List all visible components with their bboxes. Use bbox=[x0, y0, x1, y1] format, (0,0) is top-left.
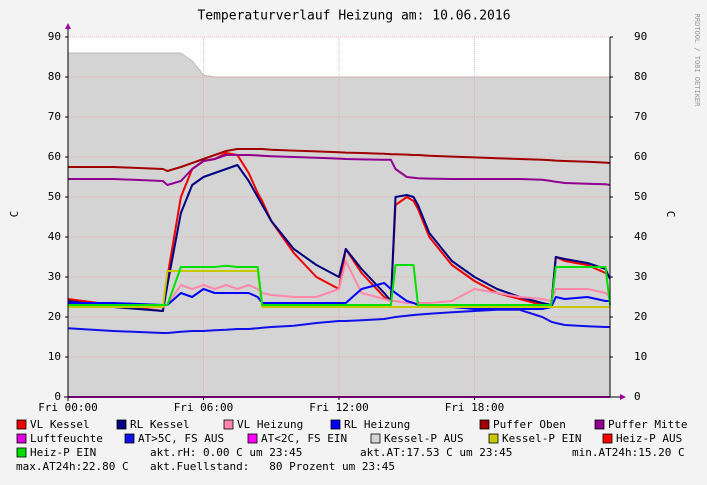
y-tick-label: 90 bbox=[48, 30, 61, 43]
y-tick-label: 50 bbox=[48, 190, 61, 203]
y2-tick-label: 10 bbox=[634, 350, 647, 363]
x-tick-label: Fri 00:00 bbox=[38, 401, 98, 414]
y-tick-label: 40 bbox=[48, 230, 61, 243]
x-axis-arrow bbox=[620, 394, 626, 400]
y-tick-label: 20 bbox=[48, 310, 61, 323]
legend-swatch bbox=[223, 419, 234, 430]
y2-tick-label: 60 bbox=[634, 150, 647, 163]
line bbox=[68, 154, 611, 186]
comment: akt.Fuellstand: 80 Prozent um 23:45 bbox=[150, 460, 395, 473]
legend-label: RL Heizung bbox=[344, 418, 410, 431]
y-tick-label: 30 bbox=[48, 270, 61, 283]
line bbox=[67, 164, 611, 312]
legend-swatch bbox=[370, 433, 381, 444]
legend-label: Luftfeuchte bbox=[30, 432, 103, 445]
legend-swatch bbox=[16, 433, 27, 444]
x-tick-label: Fri 18:00 bbox=[445, 401, 505, 414]
y2-tick-label: 80 bbox=[634, 70, 647, 83]
y2-tick-label: 0 bbox=[634, 390, 641, 403]
legend-label: Puffer Oben bbox=[493, 418, 566, 431]
y-tick-label: 10 bbox=[48, 350, 61, 363]
line bbox=[68, 270, 610, 308]
y2-tick-label: 50 bbox=[634, 190, 647, 203]
x-tick-label: Fri 12:00 bbox=[309, 401, 369, 414]
y2-tick-label: 70 bbox=[634, 110, 647, 123]
legend-swatch bbox=[116, 419, 127, 430]
legend-label: RL Kessel bbox=[130, 418, 190, 431]
legend-label: Kessel-P EIN bbox=[502, 432, 581, 445]
legend-label: Puffer Mitte bbox=[608, 418, 687, 431]
line bbox=[68, 264, 611, 306]
legend-swatch bbox=[479, 419, 490, 430]
line bbox=[68, 148, 611, 172]
comment: min.AT24h:15.20 C bbox=[572, 446, 685, 459]
legend-label: AT>5C, FS AUS bbox=[138, 432, 224, 445]
line bbox=[67, 308, 610, 334]
y-axis-label: C bbox=[8, 211, 21, 218]
legend-swatch bbox=[124, 433, 135, 444]
legend-label: VL Kessel bbox=[30, 418, 90, 431]
legend-swatch bbox=[602, 433, 613, 444]
y-tick-label: 80 bbox=[48, 70, 61, 83]
legend-swatch bbox=[488, 433, 499, 444]
line bbox=[68, 282, 610, 310]
legend-swatch bbox=[16, 447, 27, 458]
legend-swatch bbox=[247, 433, 258, 444]
legend-label: VL Heizung bbox=[237, 418, 303, 431]
comment: akt.rH: 0.00 C um 23:45 bbox=[150, 446, 302, 459]
plot bbox=[67, 36, 611, 398]
watermark: RRDTOOL / TOBI OETIKER bbox=[693, 14, 701, 108]
x-tick-label: Fri 06:00 bbox=[174, 401, 234, 414]
legend-label: AT<2C, FS EIN bbox=[261, 432, 347, 445]
y2-tick-label: 20 bbox=[634, 310, 647, 323]
legend-swatch bbox=[594, 419, 605, 430]
y-tick-label: 70 bbox=[48, 110, 61, 123]
y-tick-label: 60 bbox=[48, 150, 61, 163]
line bbox=[67, 260, 611, 308]
legend-label: Kessel-P AUS bbox=[384, 432, 463, 445]
legend-swatch bbox=[16, 419, 27, 430]
y2-tick-label: 30 bbox=[634, 270, 647, 283]
y-tick-label: 0 bbox=[54, 390, 61, 403]
comment: max.AT24h:22.80 C bbox=[16, 460, 129, 473]
y2-tick-label: 40 bbox=[634, 230, 647, 243]
chart-title: Temperaturverlauf Heizung am: 10.06.2016 bbox=[197, 9, 510, 24]
y2-axis-label: C bbox=[664, 211, 677, 218]
legend-swatch bbox=[330, 419, 341, 430]
comment: akt.AT:17.53 C um 23:45 bbox=[360, 446, 512, 459]
y-axis-arrow bbox=[65, 23, 71, 29]
y2-tick-label: 90 bbox=[634, 30, 647, 43]
legend-label: Heiz-P EIN bbox=[30, 446, 96, 459]
legend-label: Heiz-P AUS bbox=[616, 432, 682, 445]
